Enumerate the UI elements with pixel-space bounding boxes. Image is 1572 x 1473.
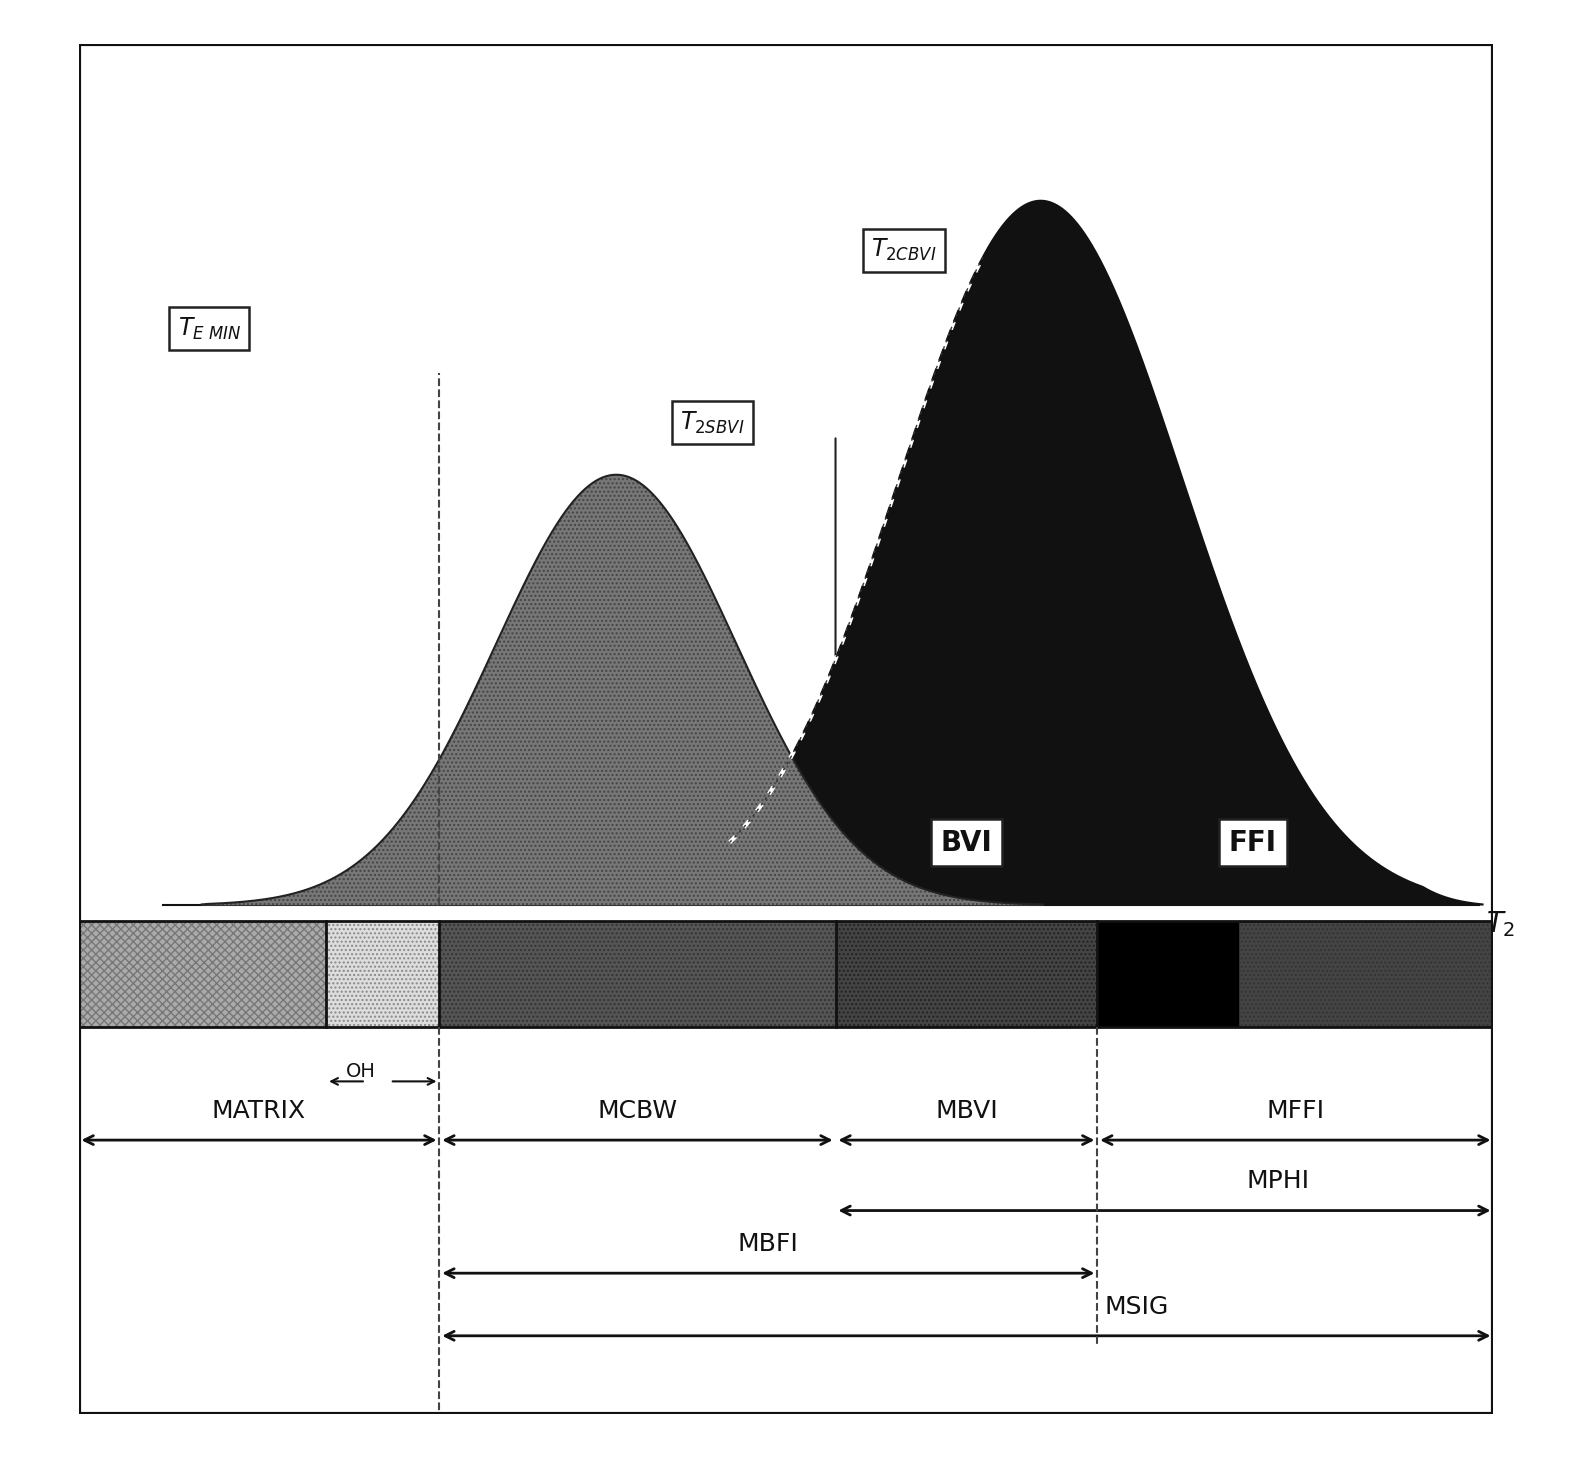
Text: MBFI: MBFI: [737, 1231, 799, 1256]
Text: OH: OH: [346, 1062, 376, 1081]
Text: MFFI: MFFI: [1267, 1099, 1324, 1122]
Bar: [1097, 921, 1239, 1027]
Text: MSIG: MSIG: [1104, 1295, 1168, 1318]
Bar: [79, 921, 1493, 1027]
Bar: [327, 921, 440, 1027]
Bar: [836, 921, 1097, 1027]
Text: $T_2$: $T_2$: [1487, 909, 1515, 938]
Text: $T_{2CBVI}$: $T_{2CBVI}$: [871, 237, 937, 264]
Text: MBVI: MBVI: [935, 1099, 998, 1122]
Text: $T_{E\ MIN}$: $T_{E\ MIN}$: [178, 315, 241, 342]
Text: FFI: FFI: [1229, 829, 1276, 857]
Text: $T_{2SBVI}$: $T_{2SBVI}$: [681, 409, 745, 436]
Text: BVI: BVI: [940, 829, 992, 857]
Text: CBW: CBW: [539, 829, 608, 857]
Bar: [79, 921, 327, 1027]
Bar: [440, 921, 836, 1027]
Text: MATRIX: MATRIX: [212, 1099, 307, 1122]
Text: MPHI: MPHI: [1247, 1170, 1309, 1193]
Bar: [1239, 921, 1493, 1027]
Text: MCBW: MCBW: [597, 1099, 678, 1122]
